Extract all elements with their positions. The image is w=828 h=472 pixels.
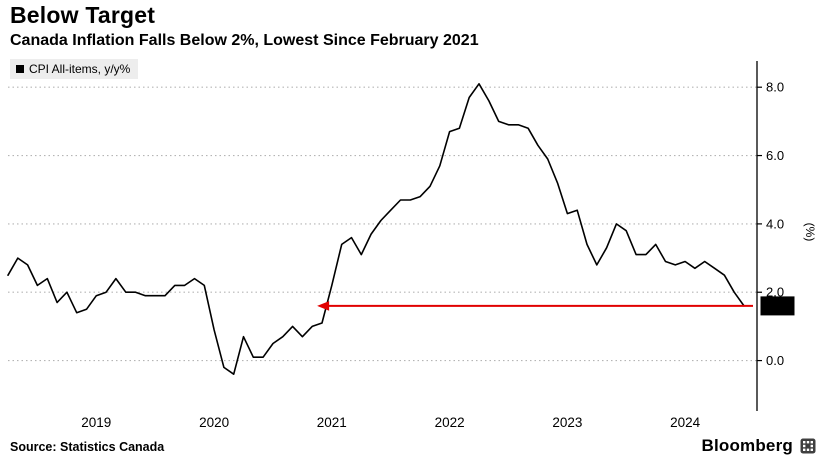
y-tick-label: 6.0 [766, 148, 784, 163]
cpi-line-series [7, 83, 745, 376]
annotation-arrow-head [317, 301, 330, 311]
source-note: Source: Statistics Canada [10, 440, 165, 454]
bloomberg-wordmark: Bloomberg [701, 436, 793, 455]
x-tick-label: 2019 [81, 415, 111, 430]
chart-subtitle: Canada Inflation Falls Below 2%, Lowest … [10, 32, 479, 49]
y-tick-label: 2.0 [766, 285, 784, 300]
x-tick-label: 2022 [435, 415, 465, 430]
last-value-label: 1.6 [768, 298, 786, 313]
last-value-badge [760, 296, 795, 316]
x-tick-label: 2020 [199, 415, 229, 430]
legend-label: CPI All-items, y/y% [29, 62, 131, 76]
bloomberg-terminal-icon [800, 438, 816, 454]
x-tick-label: 2024 [670, 415, 701, 430]
y-tick-label: 0.0 [766, 353, 784, 368]
legend: CPI All-items, y/y% [10, 59, 139, 79]
legend-swatch-icon [16, 65, 24, 73]
y-axis-unit-label: (%) [803, 223, 817, 242]
x-tick-label: 2021 [317, 415, 347, 430]
y-tick-label: 4.0 [766, 216, 784, 231]
bloomberg-logo: Bloomberg [701, 436, 816, 456]
y-tick-label: 8.0 [766, 80, 784, 95]
chart-title: Below Target [10, 2, 156, 28]
x-tick-label: 2023 [552, 415, 582, 430]
